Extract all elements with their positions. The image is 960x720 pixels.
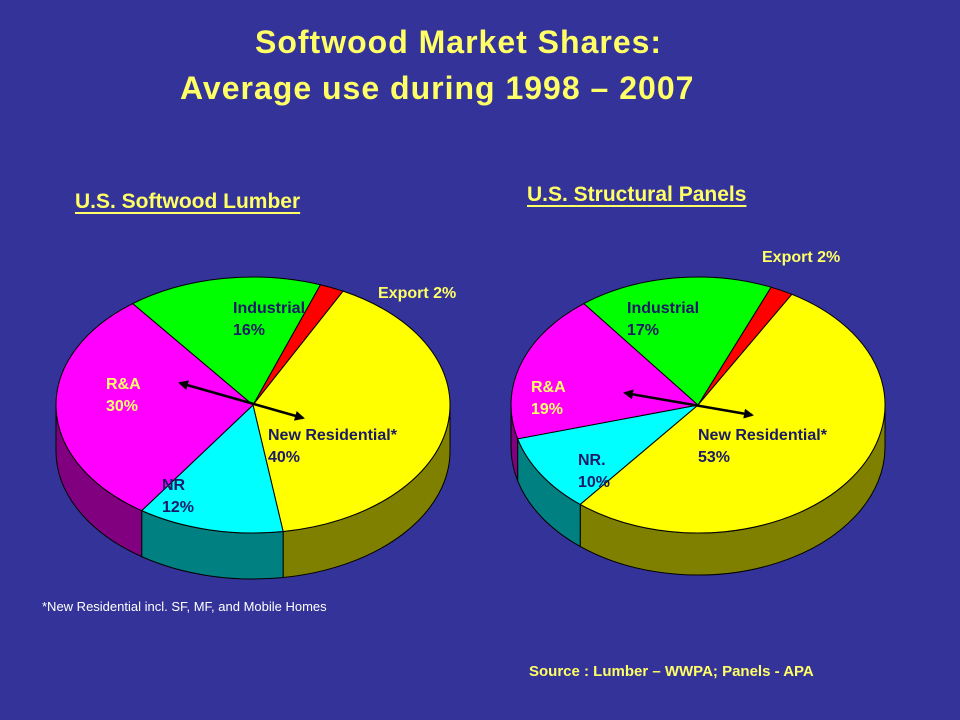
slice-label-export: Export 2% <box>378 285 456 302</box>
pie-slice-nr <box>516 404 700 506</box>
slice-label-newresidential: New Residential* 40% <box>268 427 398 466</box>
panels-pie-title: U.S. Structural Panels <box>527 183 747 206</box>
chart-title-line2: Average use during 1998 – 2007 <box>180 70 695 106</box>
slice-label-nr: NR 12% <box>162 477 194 516</box>
pie-slice-industrial <box>131 276 322 406</box>
footnote: *New Residential incl. SF, MF, and Mobil… <box>42 599 327 614</box>
slice-label-newresidential: New Residential* 53% <box>698 427 828 466</box>
pie-slice-industrial <box>583 276 772 406</box>
pie-slice-ra <box>55 302 254 512</box>
chart-title-line1: Softwood Market Shares: <box>255 24 663 60</box>
slice-label-ra: R&A 30% <box>106 376 141 415</box>
pie-slice-nr <box>140 404 284 534</box>
slice-label-ra: R&A 19% <box>531 379 566 418</box>
double-arrow <box>623 389 754 419</box>
lumber-pie-title: U.S. Softwood Lumber <box>75 190 301 213</box>
slice-label-nr: NR. 10% <box>578 452 610 491</box>
source-note: Source : Lumber – WWPA; Panels - APA <box>529 663 814 680</box>
double-arrow <box>178 380 305 421</box>
pie-slice-newresidential <box>252 290 451 533</box>
slice-label-industrial: Industrial 17% <box>627 300 699 339</box>
panels-pie: Export 2% New Residential* 53% NR. 10% R&A 19%… <box>510 249 886 576</box>
slice-label-export: Export 2% <box>762 249 840 266</box>
slice-label-industrial: Industrial 16% <box>233 300 305 339</box>
lumber-pie: Export 2% New Residential* 40% NR 12% R&A 30% I… <box>55 276 456 580</box>
